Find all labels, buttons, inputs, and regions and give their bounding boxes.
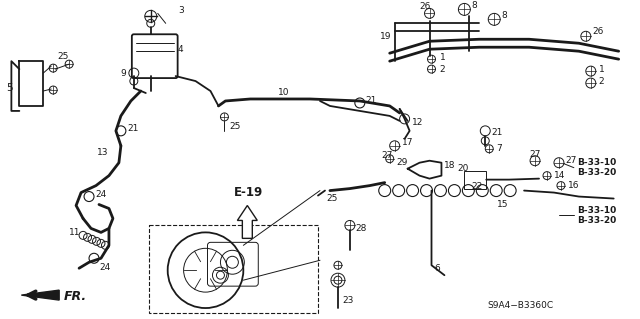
FancyBboxPatch shape bbox=[132, 34, 178, 78]
Text: B-33-10: B-33-10 bbox=[577, 206, 616, 215]
FancyBboxPatch shape bbox=[148, 226, 318, 313]
FancyArrowPatch shape bbox=[28, 291, 56, 299]
Text: 24: 24 bbox=[99, 263, 110, 272]
Text: 27: 27 bbox=[565, 156, 576, 165]
Text: 1: 1 bbox=[599, 65, 605, 74]
Text: S9A4−B3360C: S9A4−B3360C bbox=[487, 300, 554, 309]
Text: 8: 8 bbox=[501, 11, 507, 20]
Text: 11: 11 bbox=[69, 228, 81, 237]
Polygon shape bbox=[237, 205, 257, 238]
Text: 21: 21 bbox=[127, 124, 138, 133]
Text: 21: 21 bbox=[366, 96, 377, 106]
Text: 7: 7 bbox=[496, 144, 502, 153]
FancyBboxPatch shape bbox=[207, 242, 259, 286]
Text: 25: 25 bbox=[57, 52, 68, 61]
Text: 27: 27 bbox=[381, 151, 393, 160]
Text: E-19: E-19 bbox=[234, 186, 262, 199]
Polygon shape bbox=[21, 290, 59, 300]
Text: B-33-20: B-33-20 bbox=[577, 168, 616, 177]
Text: 2: 2 bbox=[440, 65, 445, 74]
Text: 20: 20 bbox=[458, 164, 468, 173]
Text: 19: 19 bbox=[380, 32, 391, 41]
Text: 2: 2 bbox=[599, 77, 604, 85]
Text: 14: 14 bbox=[554, 171, 565, 180]
Text: 18: 18 bbox=[444, 161, 456, 170]
Text: 13: 13 bbox=[97, 148, 109, 157]
Text: 16: 16 bbox=[568, 181, 579, 190]
Text: 8: 8 bbox=[471, 1, 477, 10]
Text: B-33-10: B-33-10 bbox=[577, 158, 616, 167]
Text: 4: 4 bbox=[178, 45, 183, 54]
Text: 15: 15 bbox=[497, 200, 509, 209]
Text: 5: 5 bbox=[6, 83, 13, 93]
Text: 27: 27 bbox=[529, 150, 540, 159]
Text: 10: 10 bbox=[278, 87, 290, 97]
Text: 24: 24 bbox=[95, 190, 106, 199]
Text: 3: 3 bbox=[179, 6, 184, 15]
Text: B-33-20: B-33-20 bbox=[577, 216, 616, 225]
Text: 26: 26 bbox=[593, 27, 604, 36]
Text: 25: 25 bbox=[229, 122, 241, 131]
Text: 1: 1 bbox=[440, 53, 445, 62]
Text: 28: 28 bbox=[356, 224, 367, 233]
Text: FR.: FR. bbox=[64, 290, 87, 303]
Text: 21: 21 bbox=[492, 128, 502, 137]
Text: 9: 9 bbox=[120, 69, 125, 78]
Text: 26: 26 bbox=[420, 2, 431, 11]
Text: 12: 12 bbox=[412, 118, 423, 127]
Text: 22: 22 bbox=[471, 182, 483, 191]
Text: 29: 29 bbox=[397, 158, 408, 167]
Text: 17: 17 bbox=[402, 138, 413, 147]
FancyBboxPatch shape bbox=[465, 171, 486, 189]
Text: 6: 6 bbox=[435, 264, 440, 273]
Text: 25: 25 bbox=[326, 194, 337, 203]
Text: 23: 23 bbox=[342, 296, 353, 305]
